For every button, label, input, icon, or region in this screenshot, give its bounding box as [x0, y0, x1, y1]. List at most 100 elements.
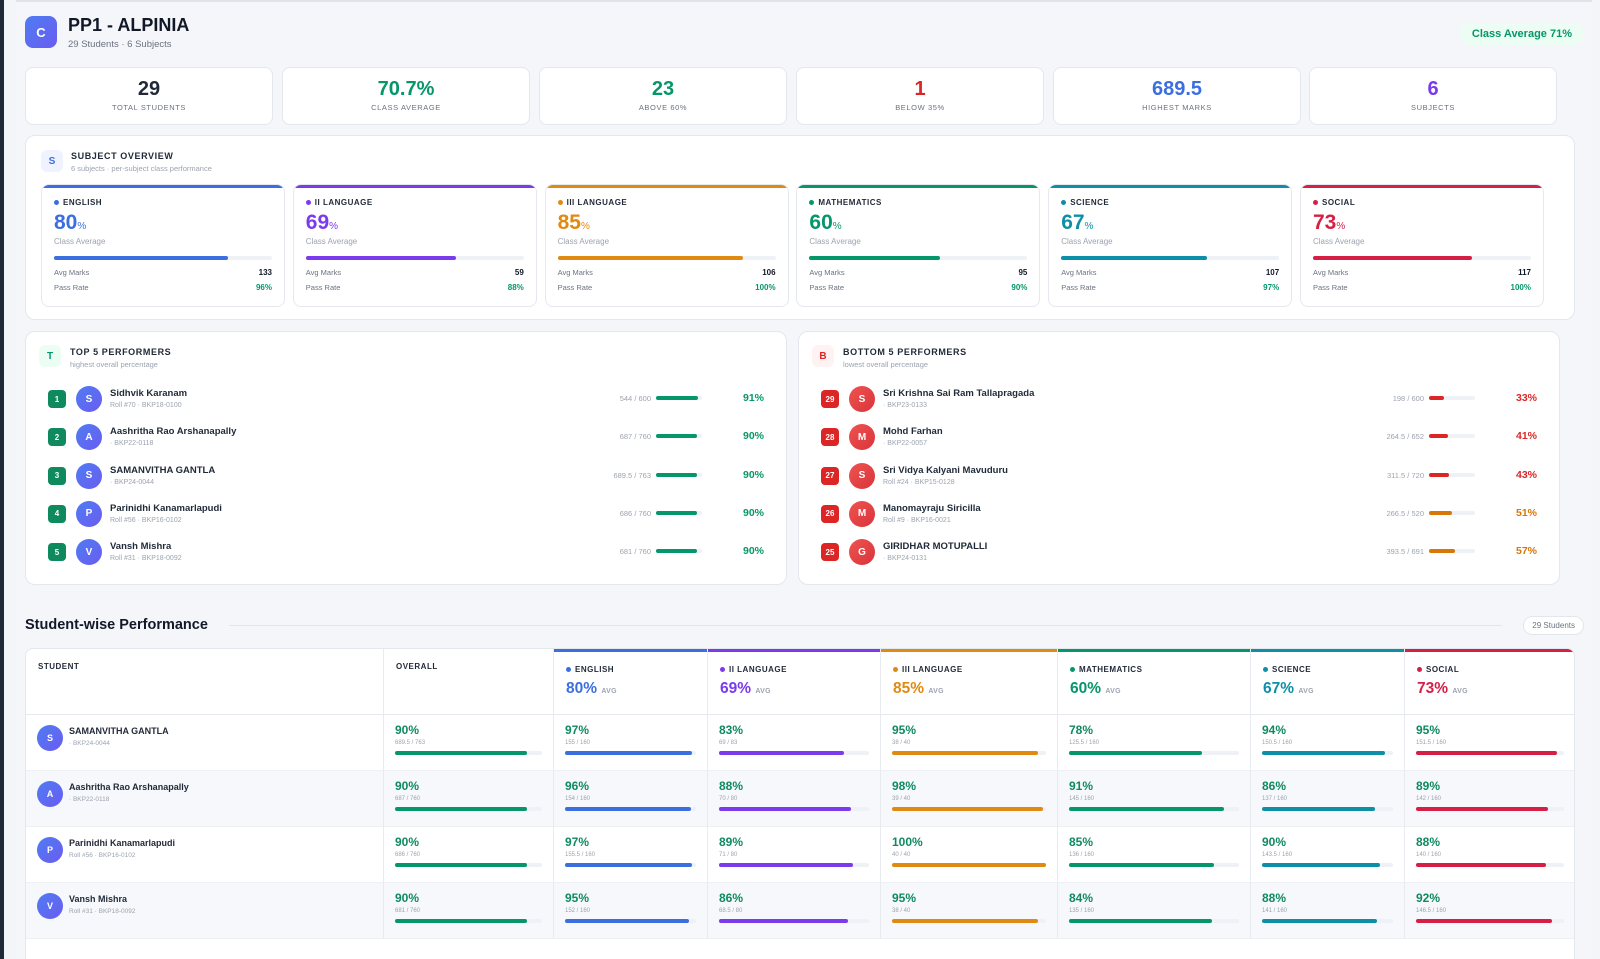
performer-row[interactable]: 3 S SAMANVITHA GANTLA · BKP24-0044 689.5 / 7… — [48, 461, 764, 491]
score-fill — [1416, 919, 1553, 923]
score-marks: 137 / 160 — [1262, 796, 1288, 802]
subject-name: III LANGUAGE — [557, 198, 628, 207]
performer-row[interactable]: 28 M Mohd Farhan · BKP22-0057 264.5 / 652 41% — [821, 422, 1537, 452]
table-row[interactable]: S SAMANVITHA GANTLA · BKP24-0044 90% 689.5 /… — [26, 715, 1574, 771]
dashboard: C PP1 - ALPINIA 29 Students · 6 Subjects… — [16, 0, 1592, 959]
overall-cell: 90% 681 / 760 — [384, 883, 554, 939]
score-track — [395, 863, 542, 867]
score-percent: 88% — [1262, 891, 1287, 905]
score-fill — [1262, 863, 1380, 867]
window-edge — [0, 0, 4, 959]
performer-row[interactable]: 25 G GIRIDHAR MOTUPALLI · BKP24-0131 393.5 /… — [821, 537, 1537, 567]
subject-progress-track — [1061, 256, 1280, 260]
score-percent: 91% — [1069, 779, 1094, 793]
pass-rate-value: 96% — [255, 283, 272, 292]
score-fill — [719, 807, 851, 811]
percent-track — [1429, 434, 1475, 439]
subject-score-cell: 98% 39 / 40 — [881, 771, 1058, 827]
subject-name-text: MATHEMATICS — [818, 198, 882, 207]
score-fill — [1069, 919, 1212, 923]
score-percent: 97% — [565, 835, 590, 849]
performer-row[interactable]: 2 A Aashritha Rao Arshanapally · BKP22-0118… — [48, 422, 764, 452]
student-marks: 264.5 / 652 — [1386, 432, 1424, 442]
subject-card-english[interactable]: ENGLISH 80% Class Average Avg Marks 133 Pass … — [41, 184, 285, 307]
pass-rate-row: Pass Rate 96% — [54, 283, 272, 292]
percent-track — [1429, 396, 1475, 400]
table-row[interactable]: P Parinidhi Kanamarlapudi Roll #56 · BKP16… — [26, 827, 1574, 883]
subject-name-text: II LANGUAGE — [314, 198, 373, 207]
col-header-mathematics[interactable]: MATHEMATICS 60% AVG — [1058, 649, 1251, 714]
subject-dot-icon — [809, 200, 815, 205]
subject-overview-panel: S SUBJECT OVERVIEW 6 subjects · per-subj… — [25, 135, 1575, 320]
score-fill — [719, 751, 844, 755]
col-header-iii-language[interactable]: III LANGUAGE 85% AVG — [881, 649, 1058, 714]
subject-card-social[interactable]: SOCIAL 73% Class Average Avg Marks 117 Pass R… — [1300, 184, 1544, 307]
performer-row[interactable]: 5 V Vansh Mishra Roll #31 · BKP18-0092 681 /… — [48, 537, 764, 567]
score-marks: 69 / 83 — [719, 740, 738, 746]
subject-progress-track — [809, 256, 1028, 260]
score-track — [565, 807, 696, 811]
subject-average-value: 85 — [557, 211, 581, 234]
rank-badge: 2 — [48, 428, 66, 447]
score-track — [1069, 751, 1239, 755]
subject-dot-icon — [893, 667, 898, 672]
col-header-ii-language[interactable]: II LANGUAGE 69% AVG — [708, 649, 881, 714]
col-header-subject: SOCIAL — [1417, 665, 1459, 674]
score-percent: 90% — [395, 779, 420, 793]
col-header-average: 73% AVG — [1417, 680, 1468, 698]
col-header-english[interactable]: ENGLISH 80% AVG — [554, 649, 708, 714]
score-marks: 689.5 / 763 — [395, 740, 426, 746]
student-name: GIRIDHAR MOTUPALLI — [883, 541, 988, 553]
col-header-overall: OVERALL — [384, 649, 554, 714]
score-percent: 95% — [1416, 723, 1441, 737]
score-fill — [1069, 751, 1202, 755]
percent-fill — [656, 472, 698, 477]
performer-row[interactable]: 26 M Manomayraju Siricilla Roll #9 · BKP16-… — [821, 499, 1537, 529]
col-header-color-bar — [708, 649, 880, 652]
score-fill — [395, 751, 528, 755]
score-track — [719, 863, 869, 867]
score-marks: 39 / 40 — [892, 796, 911, 802]
score-track — [1416, 863, 1564, 867]
student-marks: 689.5 / 763 — [613, 470, 651, 480]
subject-name: II LANGUAGE — [305, 198, 373, 207]
percent-fill — [656, 549, 698, 554]
score-marks: 155.5 / 160 — [565, 852, 596, 858]
subject-card-science[interactable]: SCIENCE 67% Class Average Avg Marks 107 Pass … — [1048, 184, 1293, 307]
score-marks: 135 / 160 — [1069, 908, 1095, 914]
avg-marks-label: Avg Marks — [305, 268, 342, 277]
score-fill — [892, 751, 1039, 755]
avg-marks-row: Avg Marks 106 — [558, 268, 776, 277]
score-marks: 150.5 / 160 — [1262, 740, 1293, 746]
table-row[interactable]: A Aashritha Rao Arshanapally · BKP22-0118 9… — [26, 771, 1574, 827]
performer-row[interactable]: 4 P Parinidhi Kanamarlapudi Roll #56 · BKP1… — [48, 499, 764, 529]
performer-row[interactable]: 29 S Sri Krishna Sai Ram Tallapragada · BKP… — [821, 384, 1537, 414]
performer-row[interactable]: 1 S Sidhvik Karanam Roll #70 · BKP18-0100 54… — [48, 384, 764, 414]
col-header-social[interactable]: SOCIAL 73% AVG — [1405, 649, 1574, 714]
percent-track — [656, 549, 702, 554]
student-cell: A Aashritha Rao Arshanapally · BKP22-0118 — [26, 771, 384, 827]
col-header-subject-name: MATHEMATICS — [1079, 665, 1143, 674]
score-fill — [565, 863, 693, 867]
col-header-science[interactable]: SCIENCE 67% AVG — [1251, 649, 1405, 714]
performer-row[interactable]: 27 S Sri Vidya Kalyani Mavuduru Roll #24 · … — [821, 461, 1537, 491]
col-header-color-bar — [554, 649, 707, 652]
subject-card-ii-language[interactable]: II LANGUAGE 69% Class Average Avg Marks 59 Pa… — [292, 184, 537, 307]
stat-card: 6 SUBJECTS — [1309, 67, 1557, 125]
score-track — [1262, 863, 1393, 867]
col-header-average-value: 69% — [720, 680, 752, 697]
subject-name-text: SOCIAL — [1322, 198, 1356, 207]
table-row[interactable]: V Vansh Mishra Roll #31 · BKP18-0092 90% 681… — [26, 883, 1574, 939]
percent-sign: % — [580, 221, 590, 232]
avg-marks-value: 95 — [1018, 268, 1028, 277]
rank-badge: 1 — [48, 390, 66, 408]
subject-average-value: 73 — [1313, 211, 1337, 234]
subject-card-mathematics[interactable]: MATHEMATICS 60% Class Average Avg Marks 95 Pa… — [796, 184, 1041, 307]
score-marks: 68.5 / 80 — [719, 908, 743, 914]
overall-cell: 90% 689.5 / 763 — [384, 715, 554, 771]
avatar: V — [76, 539, 102, 566]
col-header-subject-name: SCIENCE — [1272, 665, 1312, 674]
student-marks: 681 / 760 — [619, 547, 651, 557]
subject-progress-fill — [1061, 256, 1208, 260]
subject-card-iii-language[interactable]: III LANGUAGE 85% Class Average Avg Marks 106… — [544, 184, 789, 307]
